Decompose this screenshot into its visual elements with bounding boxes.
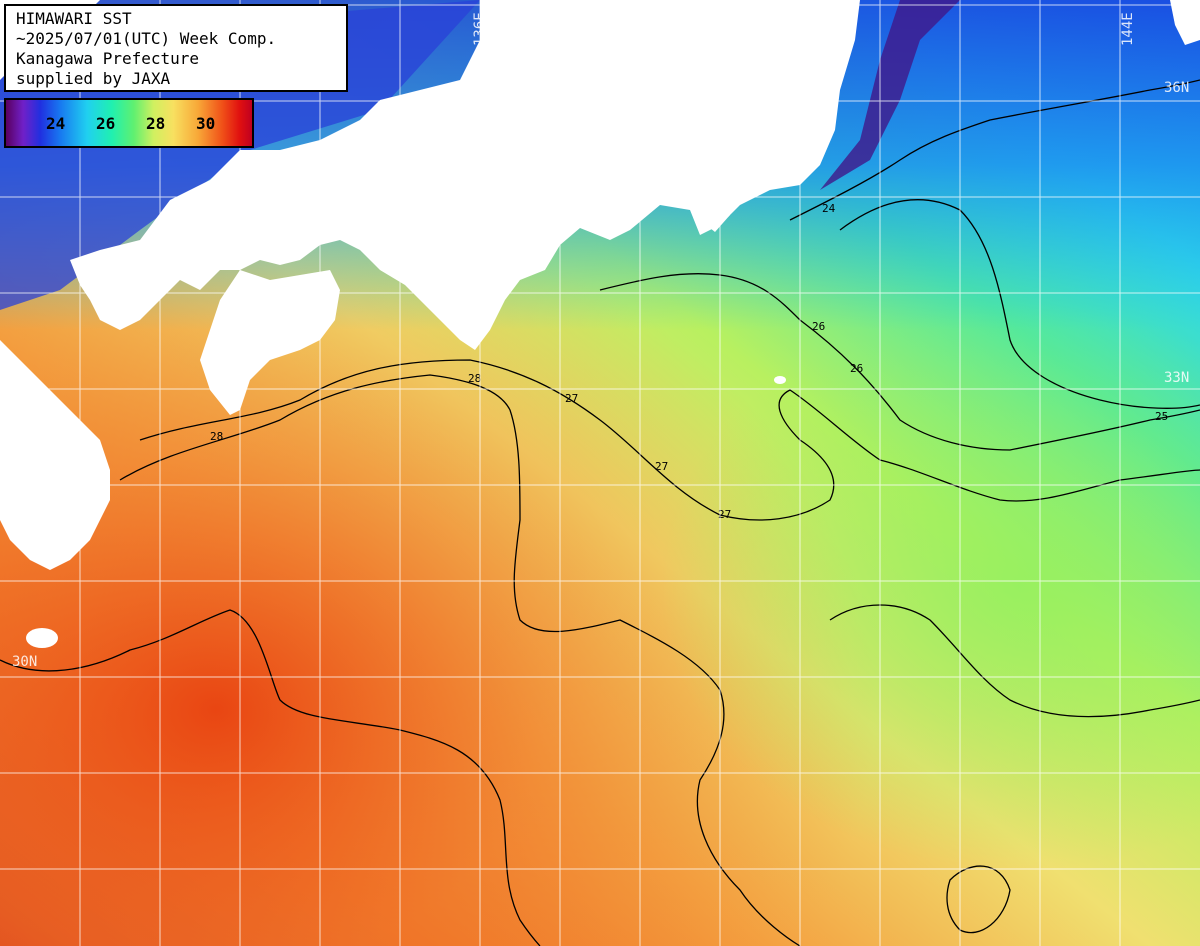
- colorbar-tick-30: 30: [196, 114, 216, 133]
- lon-label-144e: 144E: [1120, 12, 1136, 46]
- isotherm-28-east: [829, 604, 1200, 718]
- isotherm-27: [139, 359, 1200, 521]
- label-26-a: 26: [812, 320, 825, 333]
- title-line-3: Kanagawa Prefecture: [16, 49, 200, 68]
- land-honshu: [70, 0, 860, 350]
- cold-coastal-strip: [820, 0, 960, 190]
- land-shikoku: [200, 270, 340, 415]
- isotherm-26: [599, 273, 1200, 451]
- label-28-a: 28: [468, 372, 481, 385]
- colorbar-tick-24: 24: [46, 114, 66, 133]
- isotherm-island-east: [946, 865, 1011, 934]
- title-line-1: HIMAWARI SST: [16, 9, 132, 28]
- isotherm-25: [839, 198, 1200, 409]
- title-line-4: supplied by JAXA: [16, 69, 171, 88]
- label-27-c: 27: [718, 508, 731, 521]
- lat-label-30n: 30N: [12, 654, 38, 670]
- label-27-a: 27: [565, 392, 578, 405]
- label-26-b: 26: [850, 362, 863, 375]
- land-hachijojima: [774, 376, 786, 384]
- isotherm-29: [0, 609, 541, 946]
- land-northeast: [1170, 0, 1200, 45]
- label-24-a: 24: [822, 202, 836, 215]
- colorbar-tick-26: 26: [96, 114, 116, 133]
- lon-label-136e: 136E: [472, 12, 488, 46]
- land-kyushu: [0, 340, 110, 570]
- label-27-b: 27: [655, 460, 668, 473]
- label-25-a: 25: [1155, 410, 1168, 423]
- colorbar-tick-28: 28: [146, 114, 166, 133]
- title-line-2: ~2025/07/01(UTC) Week Comp.: [16, 29, 277, 48]
- isotherm-24: [789, 79, 1200, 221]
- isotherm-28: [119, 374, 801, 946]
- label-28-b: 28: [210, 430, 223, 443]
- lat-label-36n: 36N: [1164, 80, 1190, 96]
- land-izu: [700, 190, 730, 232]
- lat-label-33n: 33N: [1164, 370, 1190, 386]
- land-yakushima: [26, 628, 58, 648]
- isotherm-contours: [0, 79, 1200, 946]
- map-title-box: HIMAWARI SST ~2025/07/01(UTC) Week Comp.…: [4, 4, 348, 92]
- isotherm-labels: 27 27 27 28 28 26 26 25 24: [210, 202, 1168, 521]
- sst-colorbar: 24 26 28 30: [4, 98, 254, 148]
